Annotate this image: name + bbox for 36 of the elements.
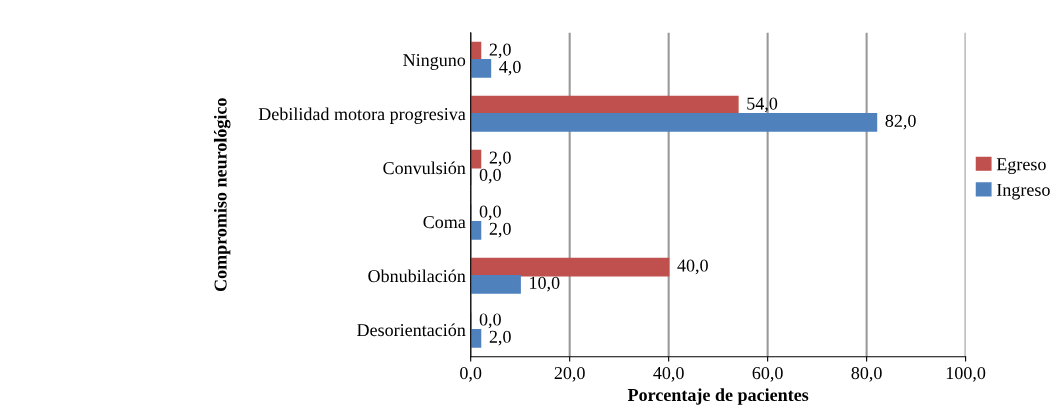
x-tick-label: 40,0 [653, 366, 684, 382]
x-tick-label: 60,0 [752, 366, 783, 382]
y-tick-label: Convulsión [383, 161, 466, 175]
data-label: 10,0 [530, 276, 560, 292]
bar [470, 329, 482, 348]
data-label: 0,0 [479, 205, 501, 221]
data-label: 0,0 [479, 168, 501, 184]
data-label: 2,0 [489, 330, 511, 346]
y-tick-label: Coma [423, 216, 466, 229]
y-tick-label: Obnubilación [368, 269, 466, 283]
data-label: 2,0 [489, 151, 511, 167]
bar [470, 149, 482, 169]
bar [470, 257, 670, 277]
legend-label: Ingreso [996, 183, 1050, 200]
y-tick-label: Desorientación [357, 323, 466, 337]
x-tick-label: 20,0 [554, 366, 585, 382]
bar [470, 113, 878, 132]
data-label: 54,0 [747, 97, 778, 113]
bar [470, 59, 492, 78]
x-axis-title: Porcentaje de pacientes [627, 388, 809, 405]
x-tick-label: 80,0 [851, 366, 882, 382]
y-axis-title: Compromiso neurológico [213, 98, 231, 292]
bar [470, 95, 739, 115]
legend-label: Egreso [996, 158, 1046, 175]
data-label: 2,0 [489, 222, 511, 238]
data-label: 2,0 [489, 43, 511, 59]
x-tick-label: 0,0 [460, 366, 482, 382]
y-tick-label: Debilidad motora progresiva [258, 107, 466, 124]
y-tick-label: Ninguno [403, 54, 466, 70]
x-tick-label: 100,0 [946, 366, 986, 382]
data-label: 40,0 [677, 259, 708, 275]
data-label: 0,0 [479, 313, 501, 329]
data-label: 82,0 [885, 114, 916, 130]
bar [470, 221, 482, 240]
bar [470, 275, 521, 294]
data-label: 4,0 [499, 60, 521, 76]
